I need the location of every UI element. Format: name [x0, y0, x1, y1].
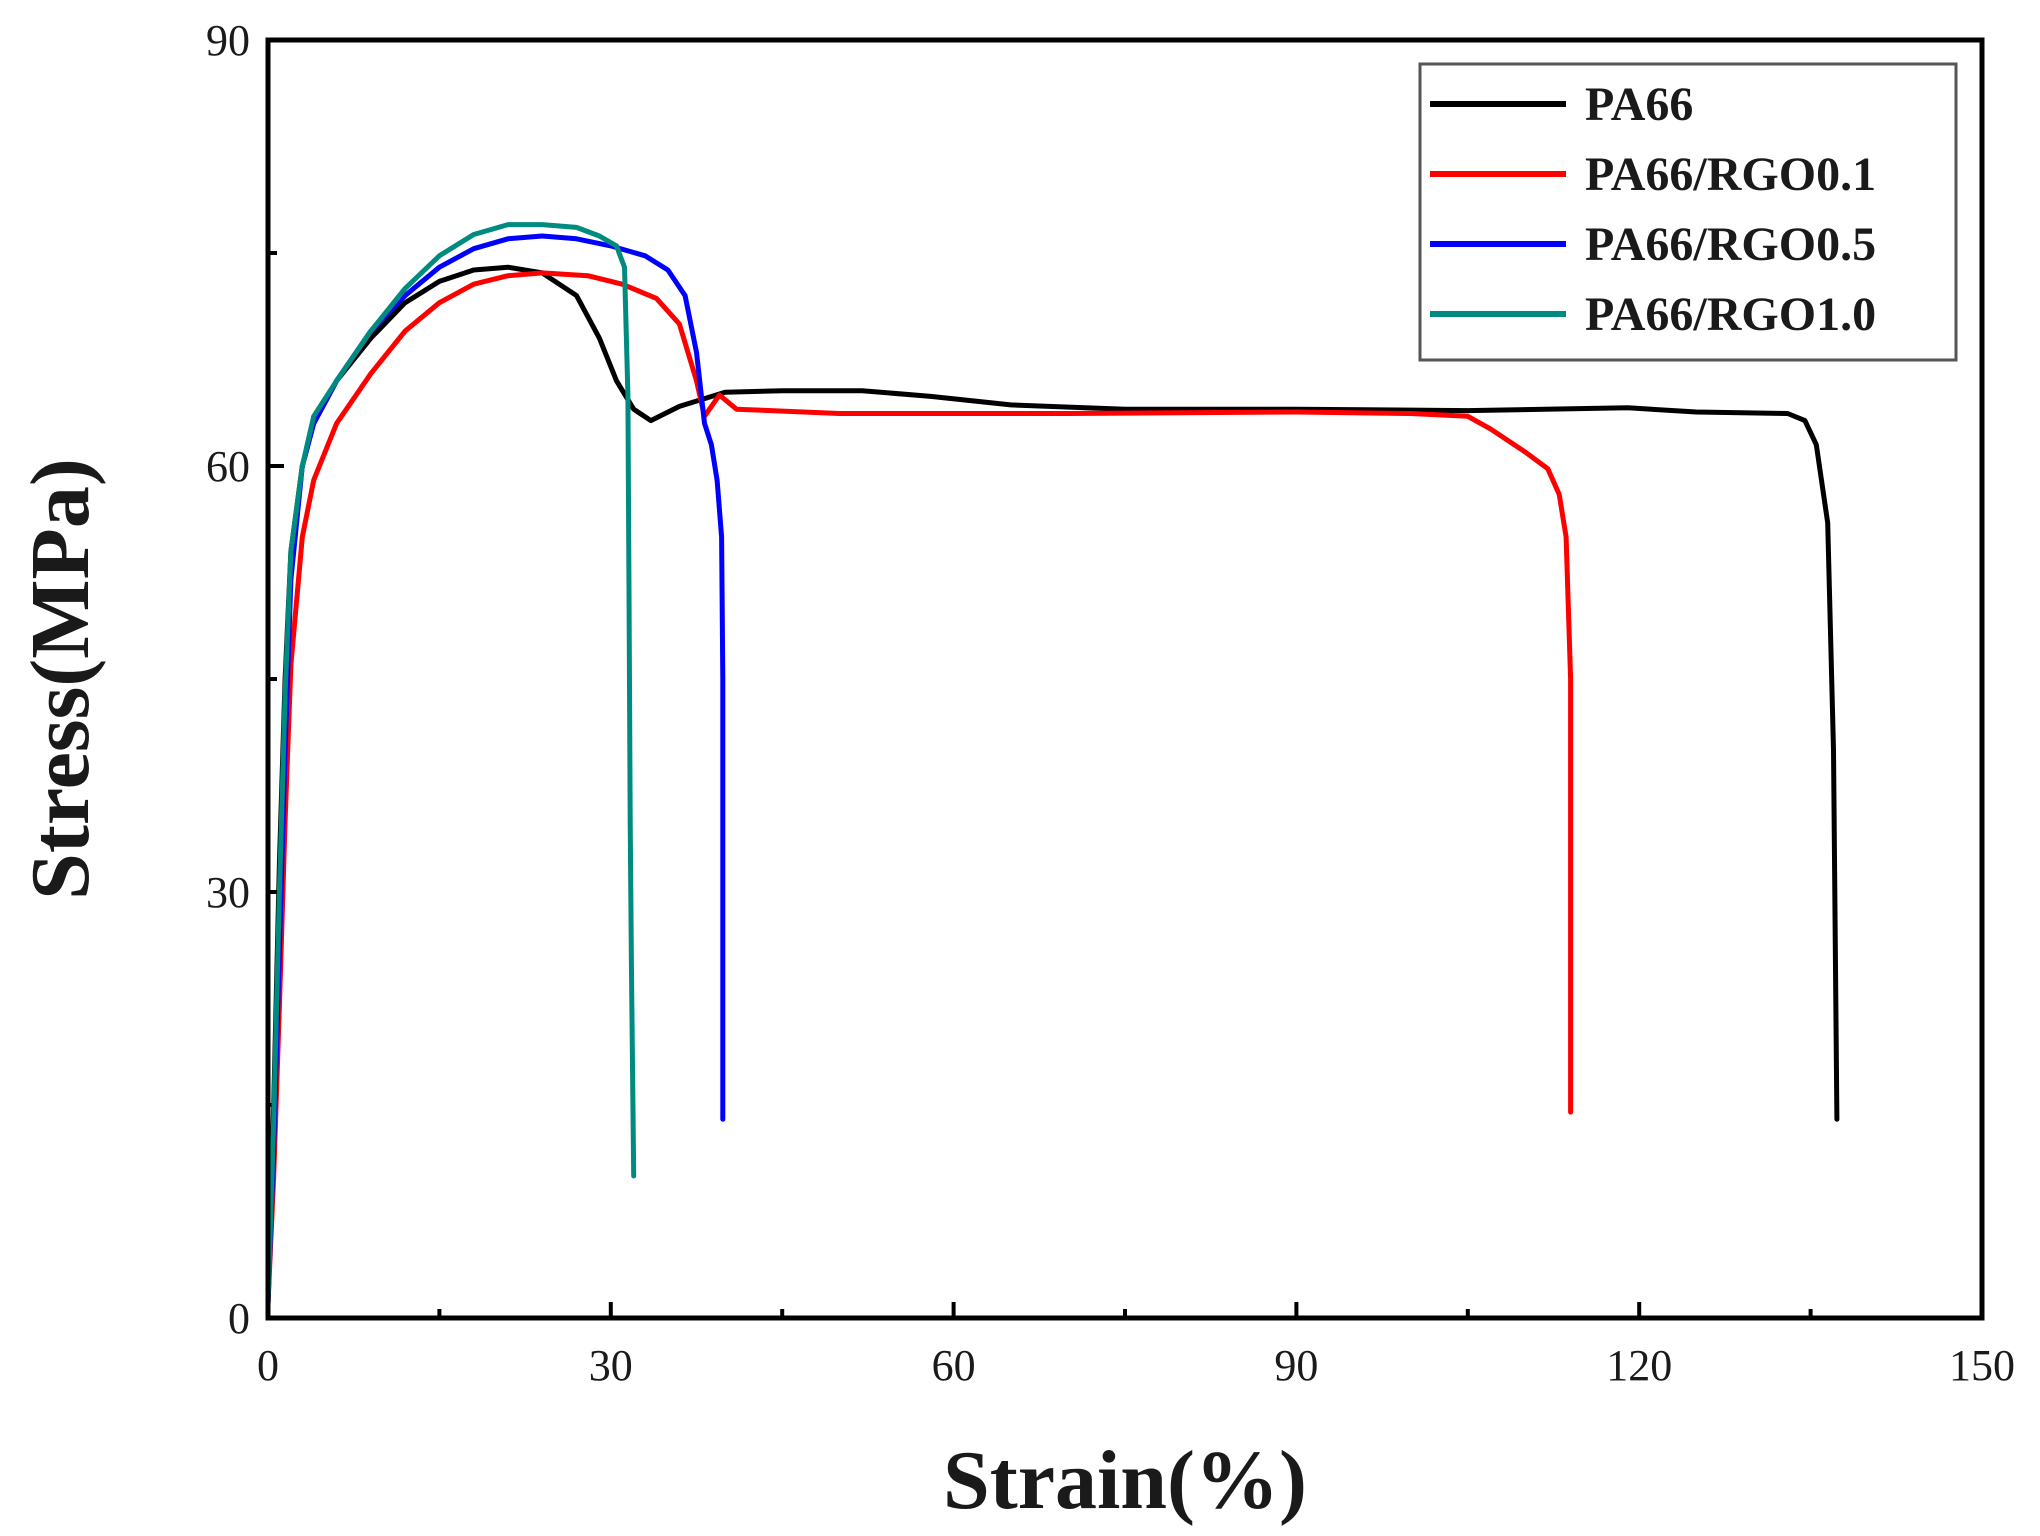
series-line-pa66-rgo0-5: [265, 233, 726, 1307]
y-axis-title: Stress(MPa): [14, 458, 107, 900]
series-line-pa66: [265, 264, 1840, 1307]
x-tick-label: 0: [257, 1341, 279, 1390]
legend-label-pa66: PA66: [1585, 78, 1693, 131]
x-tick-label: 60: [932, 1341, 976, 1390]
x-axis-title: Strain(%): [943, 1434, 1307, 1527]
plot-frame: [265, 37, 1985, 1321]
y-tick-label: 90: [206, 16, 250, 65]
legend: PA66 PA66/RGO0.1 PA66/RGO0.5 PA66/RGO1.0: [1418, 62, 1958, 362]
series-line-pa66-rgo1-0: [265, 222, 637, 1307]
x-tick-label: 30: [589, 1341, 633, 1390]
legend-label-pa66-rgo1-0: PA66/RGO1.0: [1585, 288, 1876, 341]
series-line-pa66-rgo0-1: [265, 270, 1574, 1307]
x-tick-label: 90: [1274, 1341, 1318, 1390]
x-tick-label: 120: [1606, 1341, 1672, 1390]
legend-label-pa66-rgo0-1: PA66/RGO0.1: [1585, 148, 1876, 201]
legend-label-pa66-rgo0-5: PA66/RGO0.5: [1585, 218, 1876, 271]
y-tick-label: 60: [206, 442, 250, 491]
tick-labels: 0 30 60 90 120 150 0 30 60 90: [206, 16, 2015, 1390]
legend-box: [1418, 62, 1958, 362]
y-tick-label: 30: [206, 868, 250, 917]
plot-series: [265, 222, 1840, 1307]
y-tick-label: 0: [228, 1294, 250, 1343]
x-tick-label: 150: [1949, 1341, 2015, 1390]
